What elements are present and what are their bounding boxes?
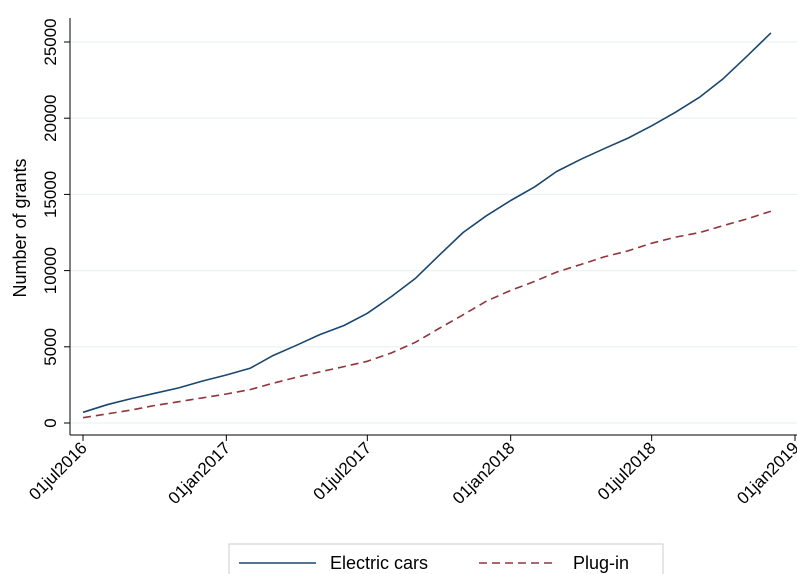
axes: 0 5000 10000 15000 20000 25000 01jul2016 01jan2…: [25, 18, 797, 508]
y-axis-title: Number of grants: [10, 158, 30, 297]
x-tick-label: 01jul2017: [310, 438, 376, 504]
legend-label: Plug-in: [573, 553, 629, 573]
gridlines: [71, 41, 797, 424]
y-tick-label: 25000: [41, 18, 60, 65]
y-tick-label: 10000: [41, 247, 60, 294]
y-tick-label: 20000: [41, 95, 60, 142]
legend-box: [228, 543, 664, 574]
y-tick-label: 15000: [41, 171, 60, 218]
series-layer: [82, 32, 772, 419]
x-tick-label: 01jul2016: [25, 438, 91, 504]
y-tick-label: 0: [41, 418, 60, 427]
series-line-1: [82, 210, 772, 419]
x-tick-label: 01jan2019: [733, 438, 797, 508]
legend-label: Electric cars: [330, 553, 428, 573]
y-tick-label: 5000: [41, 328, 60, 366]
x-tick-label: 01jan2018: [449, 438, 519, 508]
x-tick-label: 01jan2017: [165, 438, 235, 508]
legend: Electric cars Plug-in: [228, 543, 664, 574]
x-tick-label: 01jul2018: [594, 438, 660, 504]
series-line-0: [82, 32, 772, 414]
